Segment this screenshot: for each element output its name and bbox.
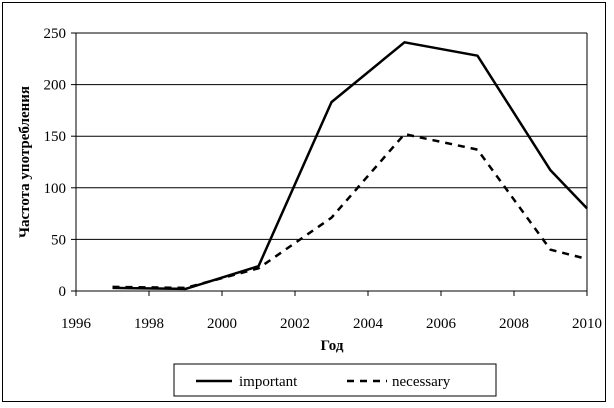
x-tick-labels: 1996 1998 2000 2002 2004 2006 2008 2010 bbox=[61, 316, 602, 332]
x-axis-title: Год bbox=[321, 338, 344, 354]
y-axis-title: Частота употребления bbox=[17, 86, 33, 238]
x-tick-label-2006: 2006 bbox=[426, 316, 457, 332]
series-lines bbox=[112, 41, 588, 291]
x-tick-label-2000: 2000 bbox=[207, 316, 237, 332]
x-tick-label-2002: 2002 bbox=[280, 316, 310, 332]
axes bbox=[71, 32, 588, 296]
x-tick-label-1996: 1996 bbox=[61, 316, 92, 332]
y-tick-label-0: 0 bbox=[59, 284, 67, 300]
legend: important necessary bbox=[173, 363, 497, 397]
chart-frame bbox=[2, 2, 606, 402]
x-tick-label-2010: 2010 bbox=[572, 316, 602, 332]
x-tick-label-2004: 2004 bbox=[353, 316, 384, 332]
y-tick-labels: 0 50 100 150 200 250 bbox=[44, 26, 67, 300]
legend-label-necessary: necessary bbox=[392, 374, 451, 390]
y-tick-label-150: 150 bbox=[44, 129, 67, 145]
grid-lines bbox=[76, 32, 587, 240]
x-tick-label-2008: 2008 bbox=[499, 316, 529, 332]
y-tick-label-200: 200 bbox=[44, 78, 67, 94]
series-line-necessary bbox=[112, 132, 588, 290]
y-tick-label-250: 250 bbox=[44, 26, 67, 42]
y-tick-label-100: 100 bbox=[44, 181, 67, 197]
legend-label-important: important bbox=[239, 374, 298, 390]
x-tick-label-1998: 1998 bbox=[134, 316, 164, 332]
series-line-important bbox=[112, 41, 588, 291]
y-tick-label-50: 50 bbox=[51, 232, 66, 248]
